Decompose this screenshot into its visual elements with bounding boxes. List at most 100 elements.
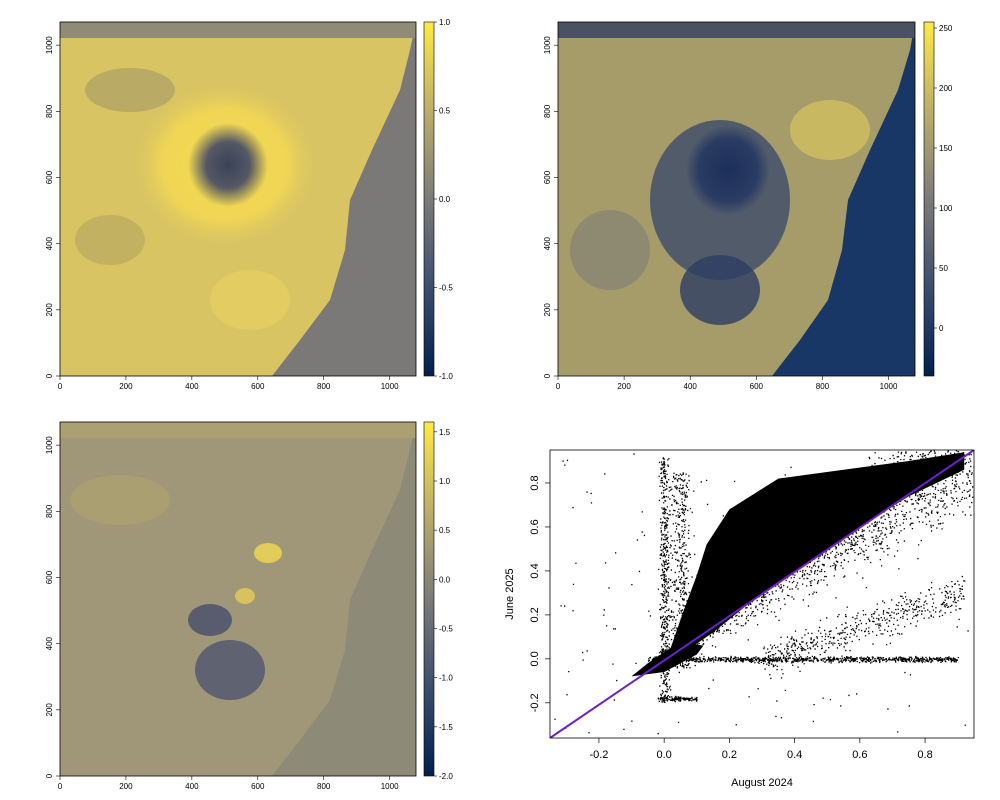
x-tick-label: -0.2	[589, 749, 608, 761]
colorbar-tick-label: 0	[939, 324, 944, 333]
y-tick-label: 1000	[45, 436, 54, 454]
panel-2-valley	[680, 255, 760, 325]
panel-2-sea	[772, 22, 915, 376]
x-tick-label: 1000	[880, 382, 898, 391]
colorbar-tick-label: -1.5	[439, 723, 453, 732]
y-tick-label: 0	[45, 373, 54, 378]
x-tick-label: 600	[251, 782, 265, 791]
x-tick-label: 400	[185, 782, 199, 791]
y-tick-label: 0.4	[529, 563, 541, 578]
y-tick-label: 1000	[543, 36, 552, 54]
x-tick-label: 200	[119, 782, 133, 791]
y-tick-label: 800	[543, 104, 552, 118]
x-tick-label: 0	[58, 382, 63, 391]
colorbar-tick-label: 0.5	[439, 526, 451, 535]
y-tick-label: 600	[543, 170, 552, 184]
x-tick-label: 600	[251, 382, 265, 391]
panel-3-dark-patch-b	[188, 604, 232, 636]
colorbar-tick-label: 1.0	[439, 477, 451, 486]
x-tick-label: 0.2	[722, 749, 737, 761]
panel-1-sea	[272, 22, 416, 376]
y-tick-label: 0	[45, 773, 54, 778]
colorbar-tick-label: 1.0	[439, 18, 451, 27]
y-tick-label: 0	[543, 373, 552, 378]
y-tick-label: 400	[45, 636, 54, 650]
y-tick-label: 600	[45, 170, 54, 184]
colorbar-tick-label: 100	[939, 204, 953, 213]
x-tick-label: 1000	[381, 382, 399, 391]
colorbar-tick-label: 50	[939, 264, 948, 273]
y-tick-label: 200	[45, 703, 54, 717]
y-tick-label: 400	[543, 236, 552, 250]
panel-2-colorbar-ticks: 250 200 150 100 50 0	[934, 24, 953, 333]
panel-3-top-strip	[60, 422, 416, 438]
panel-1-frame	[59, 21, 417, 377]
panel-3-colorbar	[423, 421, 435, 777]
x-tick-label: 0.6	[852, 749, 867, 761]
y-tick-label: 200	[543, 303, 552, 317]
x-tick-label: 0.8	[917, 749, 932, 761]
panel-1-patch-a	[75, 215, 145, 265]
panel-3-axes: 0 200 400 600 800 1000 0 200 400 600 800 1000	[45, 436, 399, 791]
panel-4-frame	[549, 449, 975, 739]
x-axis-label: August 2024	[731, 777, 793, 789]
y-tick-label: 0.8	[529, 475, 541, 490]
colorbar-tick-label: -1.0	[439, 372, 453, 381]
x-tick-label: 0.0	[657, 749, 672, 761]
y-tick-label: 0.6	[529, 519, 541, 534]
panel-2-colorbar	[923, 21, 935, 377]
panel-1-patch-b	[85, 68, 175, 112]
panel-1-axes: 0 200 400 600 800 1000 0 200 400 600 800 1000	[45, 36, 399, 391]
x-tick-label: 200	[617, 382, 631, 391]
colorbar-tick-label: 200	[939, 84, 953, 93]
x-tick-label: 800	[816, 382, 830, 391]
panel-1-colorbar	[423, 21, 435, 377]
panel-3-sea	[272, 422, 416, 776]
y-tick-label: -0.2	[529, 693, 541, 712]
x-tick-label: 800	[317, 782, 331, 791]
panel-4-axes: -0.2 0.0 0.2 0.4 0.6 0.8 -0.2 0.0 0.2 0.4 0.6 0.8	[529, 475, 933, 761]
panel-2-patch-b	[570, 210, 650, 290]
y-tick-label: 400	[45, 236, 54, 250]
panel-3-bright-patch-a	[254, 543, 282, 563]
panel-2-summit	[686, 125, 770, 215]
colorbar-tick-label: 0.0	[439, 575, 451, 584]
colorbar-tick-label: -0.5	[439, 625, 453, 634]
y-tick-label: 0.0	[529, 651, 541, 666]
y-tick-label: 800	[45, 104, 54, 118]
x-tick-label: 400	[684, 382, 698, 391]
x-tick-label: 600	[750, 382, 764, 391]
y-tick-label: 800	[45, 504, 54, 518]
colorbar-tick-label: -1.0	[439, 674, 453, 683]
panel-1-colorbar-ticks: 1.0 0.5 0.0 -0.5 -1.0	[434, 18, 453, 381]
colorbar-tick-label: -2.0	[439, 772, 453, 781]
colorbar-tick-label: 250	[939, 24, 953, 33]
panel-2-axes: 0 200 400 600 800 1000 0 200 400 600 800 1000	[543, 36, 898, 391]
x-tick-label: 1000	[381, 782, 399, 791]
dense-region-1	[670, 452, 965, 655]
panel-3-patch-c	[70, 475, 170, 525]
colorbar-tick-label: 1.5	[439, 428, 451, 437]
x-tick-label: 400	[185, 382, 199, 391]
y-tick-label: 200	[45, 303, 54, 317]
x-tick-label: 0.4	[787, 749, 802, 761]
panel-1-patch-c	[210, 270, 290, 330]
y-tick-label: 600	[45, 570, 54, 584]
panel-2	[558, 22, 915, 376]
panel-1-top-strip	[60, 22, 416, 38]
x-tick-label: 800	[317, 382, 331, 391]
panel-1-summit	[188, 123, 268, 207]
y-axis-label: June 2025	[504, 568, 516, 619]
panel-2-top-strip	[558, 22, 915, 38]
panel-2-frame	[557, 21, 916, 377]
colorbar-tick-label: -0.5	[439, 284, 453, 293]
y-tick-label: 0.2	[529, 607, 541, 622]
fit-line	[550, 450, 974, 738]
colorbar-tick-label: 150	[939, 144, 953, 153]
x-tick-label: 0	[556, 382, 561, 391]
panel-4: -0.2 0.0 0.2 0.4 0.6 0.8 -0.2 0.0 0.2 0.4 0.6 0.8 A…	[504, 449, 975, 789]
panel-3	[60, 422, 416, 776]
x-tick-label: 200	[119, 382, 133, 391]
panel-3-dark-patch-a	[195, 640, 265, 700]
